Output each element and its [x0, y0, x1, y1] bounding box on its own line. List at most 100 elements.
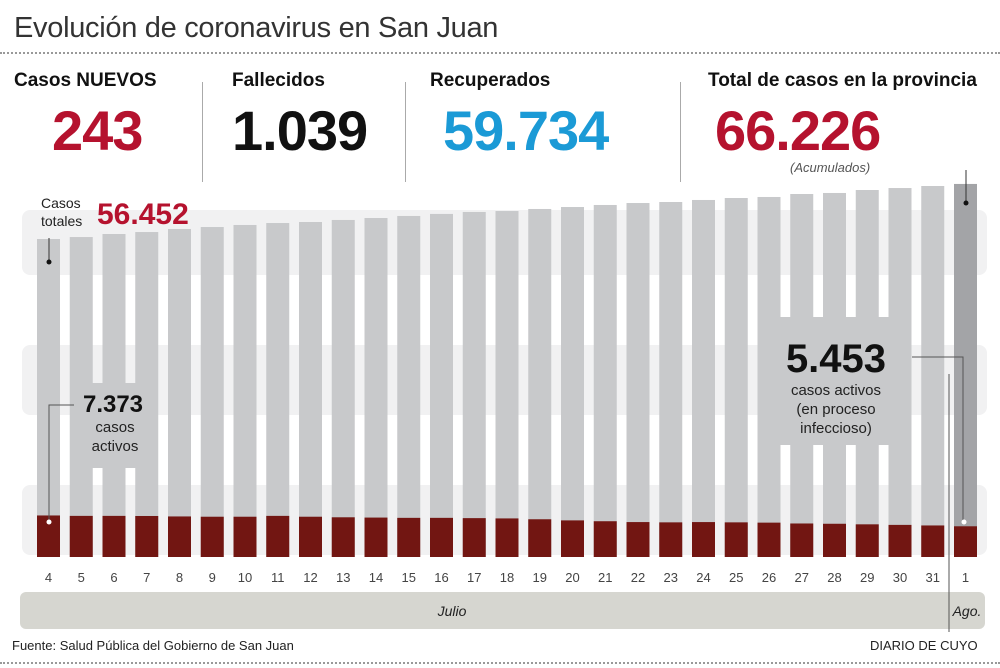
active-cases-bar: [921, 525, 945, 557]
active-cases-bar: [855, 524, 879, 557]
total-cases-bar: [495, 211, 519, 557]
total-cases-bar: [954, 183, 977, 558]
active-end-label: infeccioso): [800, 420, 872, 437]
x-tick-label: 16: [434, 570, 448, 585]
month-band: [20, 592, 985, 629]
page-title: Evolución de coronavirus en San Juan: [14, 12, 499, 44]
x-tick-label: 22: [631, 570, 645, 585]
active-cases-bar: [102, 515, 126, 557]
total-cases-value: 66.226: [715, 99, 881, 162]
active-cases-bar: [495, 518, 519, 557]
recovered-value: 59.734: [443, 99, 609, 162]
leader-line: [912, 356, 964, 522]
x-tick-label: 21: [598, 570, 612, 585]
active-cases-bar: [200, 516, 224, 557]
total-cases-bar: [168, 228, 191, 557]
x-tick-label: 10: [238, 570, 252, 585]
active-cases-bar: [692, 522, 715, 557]
x-tick-label: 1: [962, 570, 969, 585]
active-cases-bar: [168, 516, 191, 557]
active-end-value: 5.453: [786, 337, 886, 381]
x-tick-label: 11: [271, 570, 285, 585]
x-tick-label: 27: [795, 570, 809, 585]
total-cases-bar: [430, 213, 453, 557]
total-cases-bar: [561, 207, 584, 557]
x-tick-label: 30: [893, 570, 907, 585]
total-cases-bar: [462, 211, 486, 558]
total-cases-bar: [266, 223, 290, 557]
x-tick-label: 14: [369, 570, 383, 585]
active-cases-bar: [561, 520, 584, 557]
total-cases-bar: [331, 219, 355, 557]
recovered-label: Recuperados: [430, 70, 551, 91]
total-cases-bar: [626, 203, 650, 557]
active-cases-bar: [331, 517, 355, 557]
active-cases-bar: [790, 523, 814, 557]
total-cases-label: Total de casos en la provincia: [708, 70, 977, 91]
marker-dot: [46, 259, 52, 265]
active-cases-bar: [233, 516, 257, 557]
active-cases-bar: [364, 517, 388, 557]
active-cases-bar: [462, 518, 486, 557]
brand-name: DIARIO DE CUYO: [870, 638, 978, 653]
active-cases-bar: [823, 523, 846, 557]
deaths-label: Fallecidos: [232, 70, 325, 91]
divider: [0, 662, 1000, 664]
divider: [202, 82, 203, 182]
total-cases-bar: [724, 198, 748, 558]
total-cases-bar: [397, 215, 421, 557]
new-cases-label: Casos NUEVOS: [14, 70, 157, 91]
active-end-label: casos activos: [791, 382, 881, 399]
source-note: Fuente: Salud Pública del Gobierno de Sa…: [12, 638, 294, 653]
active-cases-bar: [397, 517, 421, 557]
annotation-bg: [70, 383, 158, 468]
totals-label: Casos: [41, 195, 81, 211]
marker-dot: [963, 200, 969, 206]
x-tick-label: 13: [336, 570, 350, 585]
active-cases-bar: [299, 516, 322, 557]
accumulated-note: (Acumulados): [790, 160, 871, 175]
totals-label: totales: [41, 213, 82, 229]
x-tick-label: 12: [303, 570, 317, 585]
active-cases-bar: [757, 522, 781, 557]
x-tick-label: 6: [110, 570, 117, 585]
x-tick-label: 5: [78, 570, 85, 585]
x-tick-label: 8: [176, 570, 183, 585]
divider: [680, 82, 681, 182]
active-start-label: casos: [95, 419, 134, 436]
month-label-julio: Julio: [437, 603, 467, 619]
active-cases-bar: [528, 519, 552, 557]
x-tick-label: 31: [926, 570, 940, 585]
x-tick-label: 28: [827, 570, 841, 585]
active-cases-bar: [37, 515, 60, 557]
active-end-label: (en proceso: [796, 401, 875, 418]
month-label-ago: Ago.: [952, 603, 982, 619]
leader-line: [48, 404, 74, 522]
x-tick-label: 23: [664, 570, 678, 585]
new-cases-value: 243: [52, 99, 143, 162]
divider: [405, 82, 406, 182]
x-tick-label: 29: [860, 570, 874, 585]
x-tick-label: 4: [45, 570, 52, 585]
x-tick-label: 7: [143, 570, 150, 585]
marker-dot: [46, 519, 52, 525]
deaths-value: 1.039: [232, 99, 368, 162]
total-cases-bar: [659, 202, 683, 557]
x-tick-label: 25: [729, 570, 743, 585]
active-cases-bar: [724, 522, 748, 557]
active-cases-bar: [135, 515, 159, 557]
active-cases-bar: [593, 521, 617, 557]
total-cases-bar: [37, 239, 60, 557]
total-cases-bar: [364, 217, 388, 557]
total-cases-bar: [593, 204, 617, 558]
divider: [0, 52, 1000, 54]
total-cases-bar: [692, 199, 715, 557]
marker-dot: [961, 519, 967, 525]
total-cases-bar: [299, 221, 322, 557]
x-tick-label: 20: [565, 570, 579, 585]
annotation-bg: [762, 317, 907, 445]
total-cases-bar: [233, 224, 257, 557]
active-cases-bar: [626, 522, 650, 557]
